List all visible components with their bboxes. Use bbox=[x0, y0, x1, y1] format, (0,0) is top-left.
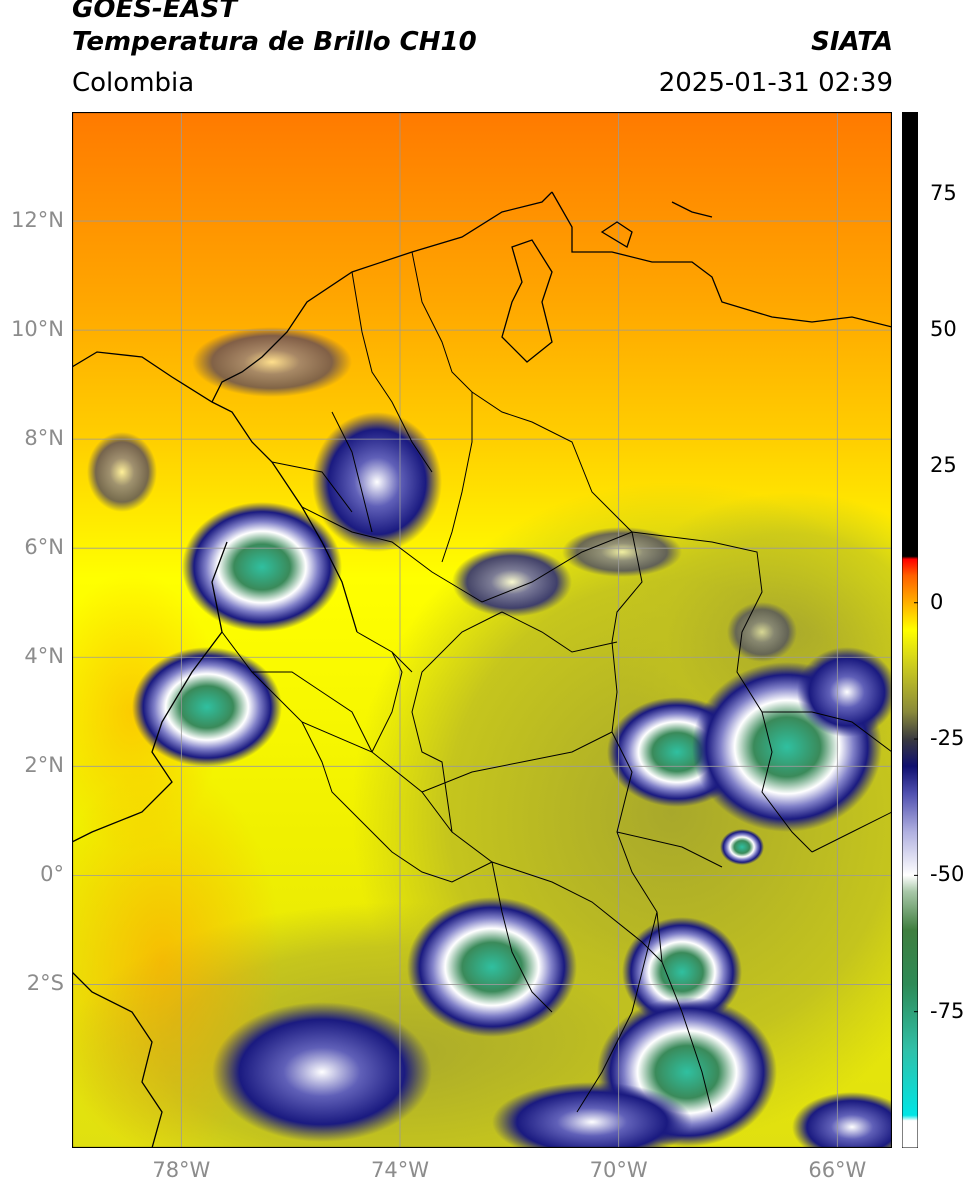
latitude-tick-label: 4°N bbox=[24, 644, 64, 669]
latitude-tick-label: 10°N bbox=[11, 317, 64, 342]
cloud-cell bbox=[792, 1092, 912, 1162]
storm-cell bbox=[622, 917, 742, 1027]
colorbar-ramp bbox=[901, 111, 919, 1149]
latitude-tick-label: 6°N bbox=[24, 535, 64, 560]
storm-cell bbox=[182, 502, 342, 632]
colorbar bbox=[901, 111, 919, 1149]
latitude-tick-label: 0° bbox=[40, 862, 64, 887]
satellite-title: GOES-EAST bbox=[72, 0, 238, 24]
storm-cell bbox=[132, 647, 282, 767]
admin-borders bbox=[221, 251, 893, 1113]
agency-label: SIATA bbox=[811, 27, 893, 57]
cloud-cell bbox=[727, 602, 797, 662]
colorbar-tick-label: 50 bbox=[930, 317, 957, 342]
datetime-label: 2025-01-31 02:39 bbox=[658, 68, 893, 98]
longitude-tick-label: 74°W bbox=[371, 1158, 429, 1182]
cloud-cell bbox=[212, 1002, 432, 1142]
cloud-cell bbox=[87, 432, 157, 512]
colorbar-tick-label: -50 bbox=[930, 862, 965, 887]
latitude-tick-label: 8°N bbox=[24, 426, 64, 451]
product-title: Temperatura de Brillo CH10 bbox=[72, 27, 477, 57]
cloud-cell bbox=[492, 1082, 692, 1162]
longitude-tick-label: 70°W bbox=[589, 1158, 648, 1182]
storm-cell bbox=[720, 829, 764, 865]
graticule bbox=[72, 112, 892, 1148]
coastlines bbox=[71, 191, 893, 1149]
latitude-tick-label: 12°N bbox=[11, 208, 64, 233]
cloud-cell bbox=[562, 527, 682, 577]
cloud-cell bbox=[452, 547, 572, 617]
colorbar-tick-label: 0 bbox=[930, 589, 944, 614]
storm-cell bbox=[407, 897, 577, 1037]
longitude-tick-label: 78°W bbox=[152, 1158, 211, 1182]
longitude-tick-label: 66°W bbox=[808, 1158, 867, 1182]
colorbar-tick-label: -25 bbox=[930, 726, 965, 751]
satellite-map bbox=[42, 111, 966, 1190]
region-label: Colombia bbox=[72, 68, 195, 98]
latitude-tick-label: 2°N bbox=[24, 753, 64, 778]
colorbar-tick-label: -75 bbox=[930, 998, 965, 1023]
cloud-cell bbox=[312, 412, 442, 552]
colorbar-tick-label: 25 bbox=[930, 453, 957, 478]
latitude-tick-label: 2°S bbox=[26, 971, 64, 996]
map-panel bbox=[42, 111, 966, 1190]
cloud-cell bbox=[192, 327, 352, 397]
colorbar-tick-label: 75 bbox=[930, 180, 957, 205]
map-frame bbox=[71, 111, 893, 1149]
